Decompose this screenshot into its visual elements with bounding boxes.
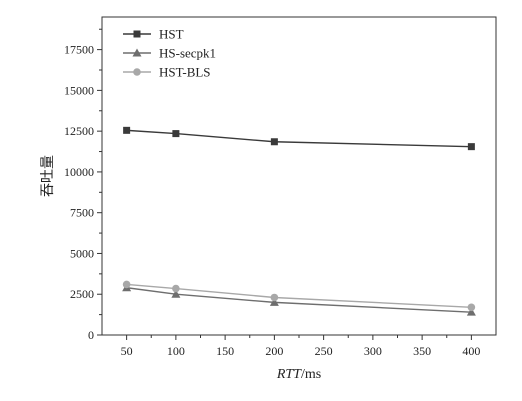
x-axis: 50 100 150 200 250 300 350 400 [121,335,480,358]
legend: HST HS-secpk1 HST-BLS [123,27,216,80]
legend-item-hs-secpk1: HS-secpk1 [123,46,216,61]
series-hst [123,126,475,151]
data-point-hs-secpk1 [269,297,279,306]
data-point-hst-bls [122,280,131,289]
x-tick-label: 50 [121,344,133,358]
x-tick-label: 400 [462,344,480,358]
series-layer [122,126,476,316]
series-line-hs-secpk1 [126,287,472,313]
x-tick-label: 250 [315,344,333,358]
y-tick-label: 0 [88,328,94,342]
legend-marker [133,68,141,76]
y-tick-label: 2500 [70,287,94,301]
y-axis-title: 吞吐量 [40,155,56,197]
data-point-hst [467,143,475,151]
y-tick-label: 17500 [64,43,94,57]
series-hst-bls [122,280,476,312]
data-point-hs-secpk1 [466,307,476,316]
data-point-hst [172,130,180,138]
legend-marker [133,30,141,38]
y-tick-label: 5000 [70,246,94,260]
series-hs-secpk1 [122,283,476,316]
legend-label: HST [159,27,184,42]
y-axis: 0 2500 5000 7500 10000 12500 15000 17500 [64,28,102,342]
x-tick-label: 150 [216,344,234,358]
x-tick-label: 350 [413,344,431,358]
legend-item-hst-bls: HST-BLS [123,65,211,80]
series-line-hst-bls [126,283,472,308]
y-tick-label: 10000 [64,165,94,179]
x-axis-title: RTT/ms [276,367,321,382]
data-point-hst [123,126,131,134]
data-point-hst-bls [467,303,476,312]
y-tick-label: 12500 [64,124,94,138]
data-point-hs-secpk1 [171,289,181,298]
legend-label: HST-BLS [159,65,211,80]
x-axis-title-unit: /ms [301,367,321,382]
data-point-hst [270,138,278,146]
series-line-hst [126,129,472,148]
x-axis-title-variable: RTT [276,367,302,382]
x-tick-label: 100 [167,344,185,358]
x-tick-label: 300 [364,344,382,358]
data-point-hst-bls [172,284,180,293]
y-tick-label: 15000 [64,83,94,97]
x-tick-label: 200 [265,344,283,358]
legend-marker [132,48,142,57]
legend-label: HS-secpk1 [159,46,216,61]
y-tick-label: 7500 [70,206,94,220]
data-point-hst-bls [270,293,279,302]
legend-item-hst: HST [123,27,184,42]
